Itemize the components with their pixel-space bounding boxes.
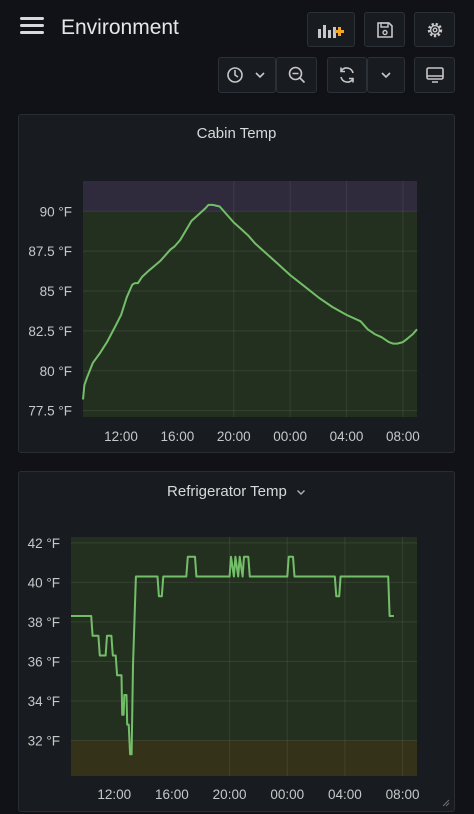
x-tick-label: 04:00 bbox=[330, 429, 364, 444]
settings-button[interactable] bbox=[414, 12, 455, 47]
save-dashboard-button[interactable] bbox=[364, 12, 405, 47]
zoom-out-button[interactable] bbox=[276, 57, 317, 93]
x-tick-label: 20:00 bbox=[213, 787, 247, 802]
refresh-interval-dropdown[interactable] bbox=[367, 57, 405, 93]
x-tick-label: 00:00 bbox=[273, 429, 307, 444]
panel-title-text: Refrigerator Temp bbox=[167, 483, 287, 500]
refrigerator-temp-panel: Refrigerator Temp 12:00 16:00 20:00 00:00 04… bbox=[18, 471, 455, 812]
series-line[interactable] bbox=[71, 555, 394, 756]
x-tick-label: 12:00 bbox=[97, 787, 131, 802]
time-picker-button[interactable] bbox=[218, 57, 276, 93]
y-tick-label: 77.5 °F bbox=[28, 404, 72, 419]
y-tick-label: 80 °F bbox=[40, 364, 72, 379]
x-tick-label: 08:00 bbox=[386, 429, 420, 444]
y-tick-label: 42 °F bbox=[28, 536, 60, 551]
cabin-temp-chart[interactable]: 12:00 16:00 20:00 00:00 04:00 08:00 77.5 °F 80 … bbox=[19, 115, 454, 452]
panel-title[interactable]: Cabin Temp bbox=[196, 125, 277, 142]
y-tick-label: 40 °F bbox=[28, 575, 60, 590]
refresh-icon bbox=[340, 67, 354, 83]
dashboard-title[interactable]: Environment bbox=[61, 16, 179, 39]
series-line[interactable] bbox=[82, 203, 418, 400]
y-tick-label: 32 °F bbox=[28, 733, 60, 748]
y-tick-label: 38 °F bbox=[28, 615, 60, 630]
menu-icon[interactable] bbox=[20, 17, 44, 37]
refresh-button[interactable] bbox=[327, 57, 367, 93]
x-tick-label: 08:00 bbox=[386, 787, 420, 802]
tv-mode-icon bbox=[425, 67, 444, 83]
chevron-down-icon bbox=[381, 72, 391, 79]
x-tick-label: 12:00 bbox=[104, 429, 138, 444]
y-tick-label: 85 °F bbox=[40, 284, 72, 299]
add-panel-button[interactable] bbox=[307, 12, 355, 47]
zoom-out-icon bbox=[288, 66, 305, 84]
x-tick-label: 16:00 bbox=[155, 787, 189, 802]
time-picker-icon bbox=[227, 67, 265, 83]
save-icon bbox=[376, 21, 393, 38]
ok-band bbox=[83, 181, 417, 417]
cabin-temp-panel: Cabin Temp 12:00 16:00 20:00 00:00 04:00 08:0… bbox=[18, 114, 455, 453]
x-tick-label: 00:00 bbox=[270, 787, 304, 802]
threshold-band bbox=[71, 740, 417, 776]
x-tick-label: 20:00 bbox=[217, 429, 251, 444]
add-panel-icon bbox=[318, 24, 344, 38]
y-tick-label: 87.5 °F bbox=[28, 244, 72, 259]
threshold-band bbox=[83, 181, 417, 212]
y-tick-label: 82.5 °F bbox=[28, 324, 72, 339]
chevron-down-icon bbox=[296, 489, 305, 495]
refrigerator-temp-chart[interactable]: 12:00 16:00 20:00 00:00 04:00 08:00 42 °F 40 °F… bbox=[19, 472, 454, 811]
y-tick-label: 34 °F bbox=[28, 694, 60, 709]
settings-icon bbox=[427, 22, 442, 37]
resize-handle-icon[interactable] bbox=[442, 799, 450, 807]
dashboard-header: Environment bbox=[0, 0, 474, 104]
y-tick-label: 90 °F bbox=[40, 204, 72, 219]
panel-title[interactable]: Refrigerator Temp bbox=[19, 483, 454, 500]
x-tick-label: 16:00 bbox=[161, 429, 195, 444]
tv-mode-button[interactable] bbox=[414, 57, 455, 93]
x-tick-label: 04:00 bbox=[328, 787, 362, 802]
y-tick-label: 36 °F bbox=[28, 654, 60, 669]
